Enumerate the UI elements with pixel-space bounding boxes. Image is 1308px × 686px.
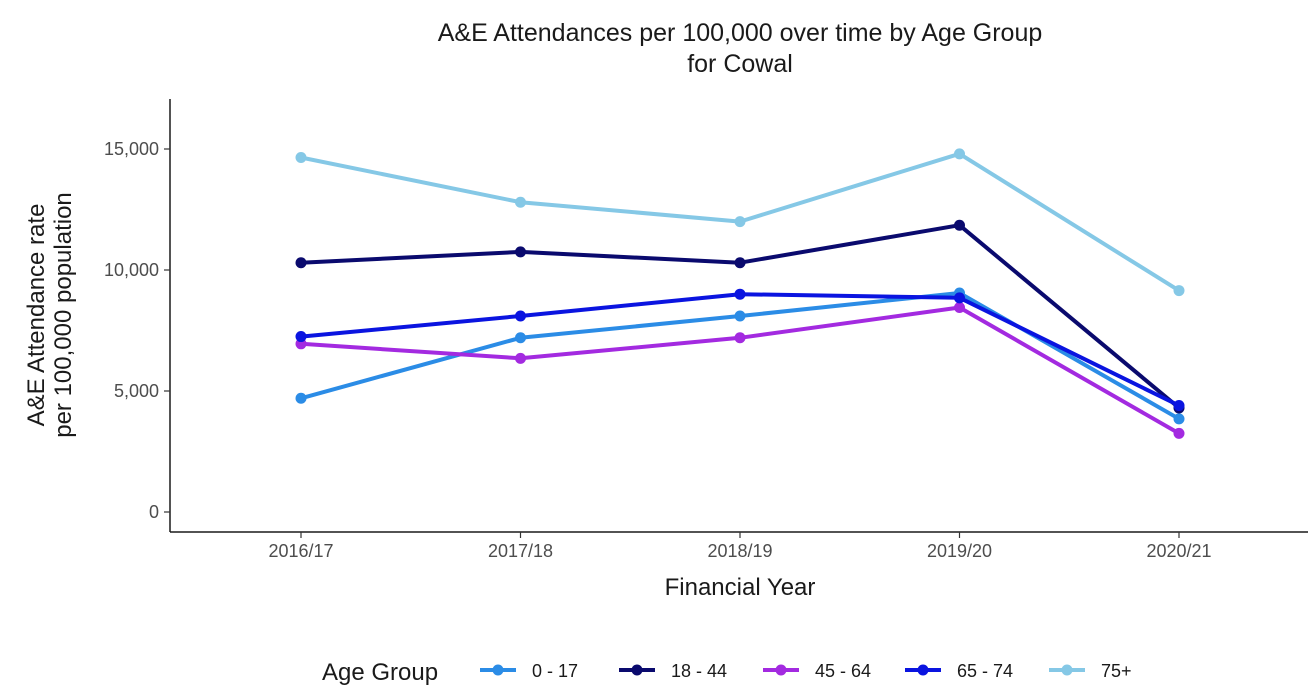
legend-item: 75+	[1049, 661, 1132, 681]
data-point	[954, 302, 965, 314]
data-point	[954, 219, 965, 231]
legend-label: 75+	[1101, 661, 1132, 681]
data-point	[954, 148, 965, 160]
data-point	[1173, 400, 1185, 412]
legend-key-point	[1061, 664, 1073, 676]
series-layer	[295, 148, 1185, 439]
y-tick-label: 0	[149, 502, 159, 522]
data-point	[734, 310, 746, 322]
y-axis-title-line2: per 100,000 population	[50, 192, 77, 438]
legend-key-point	[775, 664, 787, 676]
data-point	[734, 288, 746, 300]
chart-subtitle: for Cowal	[687, 50, 793, 78]
y-tick-label: 5,000	[114, 381, 159, 401]
legend-title: Age Group	[322, 659, 438, 686]
x-tick-label: 2020/21	[1146, 541, 1211, 561]
data-point	[515, 196, 526, 208]
legend-label: 65 - 74	[957, 661, 1013, 681]
legend: Age Group 0 - 17 18 - 44 45 - 64 65 - 74 75+	[322, 659, 1132, 686]
legend-item: 0 - 17	[480, 661, 578, 681]
data-point	[515, 352, 526, 364]
legend-label: 45 - 64	[815, 661, 871, 681]
data-point	[1173, 427, 1185, 439]
x-tick-label: 2017/18	[488, 541, 553, 561]
legend-label: 18 - 44	[671, 661, 727, 681]
chart-title: A&E Attendances per 100,000 over time by…	[438, 19, 1043, 47]
data-point	[734, 332, 746, 344]
data-point	[295, 257, 307, 269]
legend-key-point	[631, 664, 643, 676]
data-point	[295, 331, 307, 343]
data-point	[734, 216, 746, 228]
legend-item: 65 - 74	[905, 661, 1013, 681]
data-point	[515, 246, 526, 258]
legend-item: 45 - 64	[763, 661, 871, 681]
y-tick-label: 15,000	[104, 139, 159, 159]
legend-item: 18 - 44	[619, 661, 727, 681]
data-point	[515, 310, 526, 322]
series-4	[295, 148, 1185, 297]
y-tick-label: 10,000	[104, 260, 159, 280]
series-3	[295, 288, 1185, 412]
legend-label: 0 - 17	[532, 661, 578, 681]
series-0	[295, 287, 1185, 425]
data-point	[515, 332, 526, 344]
data-point	[295, 151, 307, 163]
data-point	[734, 257, 746, 269]
x-tick-label: 2016/17	[268, 541, 333, 561]
data-point	[1173, 285, 1185, 297]
data-point	[954, 292, 965, 304]
data-point	[295, 392, 307, 404]
y-axis-title-line1: A&E Attendance rate	[23, 204, 50, 427]
x-tick-label: 2019/20	[927, 541, 992, 561]
x-tick-label: 2018/19	[707, 541, 772, 561]
series-2	[295, 302, 1185, 439]
axes: 0 5,000 10,000 15,000 2016/17 2017/18 2018/19 2…	[104, 99, 1308, 561]
series-line	[299, 305, 1181, 436]
data-point	[1173, 413, 1185, 425]
x-axis-title: Financial Year	[665, 574, 816, 601]
legend-key-point	[492, 664, 504, 676]
legend-key-point	[917, 664, 929, 676]
